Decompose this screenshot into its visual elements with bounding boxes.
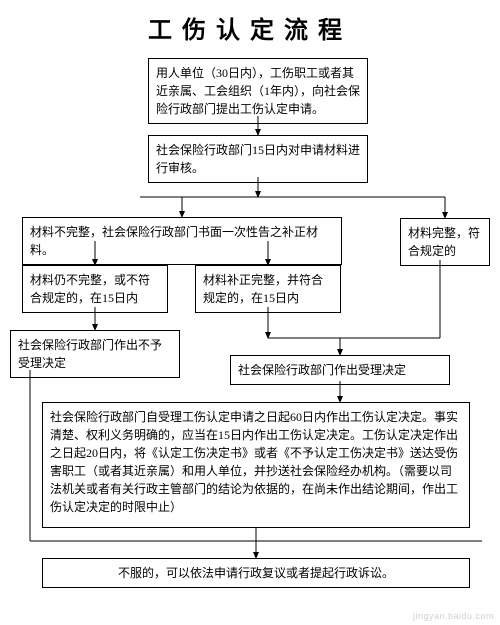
node-corrected: 材料补正完整，并符合规定的，在15日内 xyxy=(195,265,341,313)
node-incomplete: 材料不完整，社会保险行政部门书面一次性告之补正材料。 xyxy=(22,217,342,265)
watermark-text: jingyan.baidu.com xyxy=(413,611,494,621)
node-accept: 社会保险行政部门作出受理决定 xyxy=(230,355,450,385)
node-apply: 用人单位（30日内），工伤职工或者其近亲属、工会组织（1年内），向社会保险行政部… xyxy=(148,58,368,124)
node-complete: 材料完整，符合规定的 xyxy=(400,218,490,266)
flowchart-title: 工伤认定流程 xyxy=(0,10,500,45)
flowchart-canvas: 工伤认定流程 用人单位（30日内），工伤职工或者其近亲属、工会组织（1年内），向… xyxy=(0,0,500,625)
node-still-incomplete: 材料仍不完整，或不符合规定的，在15日内 xyxy=(22,265,168,313)
node-review: 社会保险行政部门15日内对申请材料进行审核。 xyxy=(148,135,368,183)
node-appeal: 不服的，可以依法申请行政复议或者提起行政诉讼。 xyxy=(42,558,470,588)
node-decision: 社会保险行政部门自受理工伤认定申请之日起60日内作出工伤认定决定。事实清楚、权利… xyxy=(42,402,470,528)
node-reject: 社会保险行政部门作出不予受理决定 xyxy=(10,330,180,378)
